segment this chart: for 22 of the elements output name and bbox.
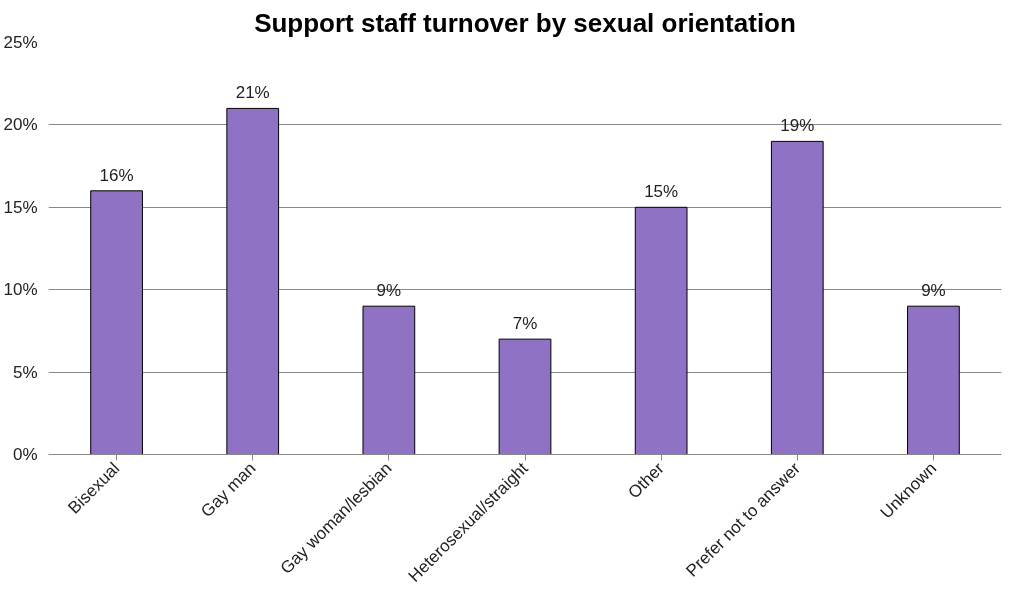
bar — [498, 338, 552, 455]
bar — [90, 190, 143, 455]
bar — [226, 107, 280, 455]
data-label: 19% — [780, 116, 815, 136]
data-label: 15% — [644, 182, 679, 202]
y-tick-label: 0% — [12, 445, 38, 464]
data-label: 7% — [512, 314, 538, 334]
x-tick-label: Gay man — [197, 458, 260, 521]
y-tick-label: 5% — [12, 362, 38, 382]
y-tick-label: 10% — [3, 280, 38, 300]
bar — [634, 206, 688, 455]
y-tick-label: 20% — [3, 115, 38, 135]
data-label: 9% — [376, 281, 402, 301]
data-label: 21% — [235, 83, 270, 103]
data-label: 16% — [99, 165, 134, 185]
y-tick-label: 25% — [3, 33, 38, 52]
bar — [362, 305, 416, 455]
y-tick-label: 15% — [3, 197, 38, 217]
data-label: 9% — [921, 281, 946, 301]
bar — [770, 140, 824, 455]
bar — [907, 305, 960, 455]
chart-title: Support staff turnover by sexual orientation — [254, 7, 796, 38]
